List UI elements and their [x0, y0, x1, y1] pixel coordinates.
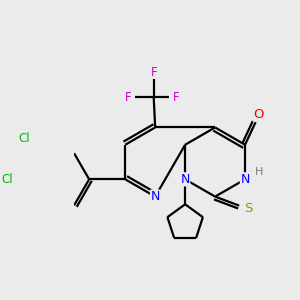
Text: N: N	[151, 190, 160, 203]
Text: O: O	[253, 108, 264, 121]
Text: F: F	[172, 91, 179, 104]
Text: Cl: Cl	[2, 173, 13, 186]
Text: N: N	[240, 173, 250, 186]
Text: Cl: Cl	[19, 132, 30, 145]
Text: N: N	[181, 173, 190, 186]
Text: S: S	[244, 202, 252, 215]
Text: H: H	[254, 167, 263, 177]
Text: F: F	[125, 91, 132, 104]
Text: F: F	[150, 66, 157, 79]
